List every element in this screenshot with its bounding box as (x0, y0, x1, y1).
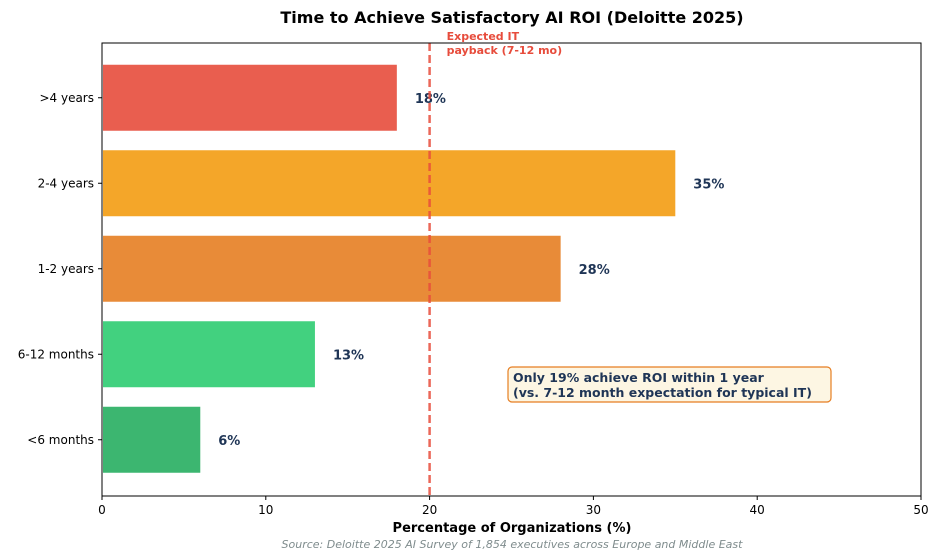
y-tick-label-2: 1-2 years (38, 262, 94, 276)
bar-1 (103, 150, 676, 217)
bar-3 (103, 321, 315, 388)
bar-4 (103, 406, 201, 473)
reference-label-line-2: payback (7-12 mo) (447, 44, 563, 57)
reference-label-line-1: Expected IT (447, 30, 520, 43)
x-tick-label-3: 30 (586, 503, 601, 517)
x-axis-ticks: 0 10 20 30 40 50 (98, 496, 929, 517)
chart-title: Time to Achieve Satisfactory AI ROI (Del… (280, 8, 743, 27)
data-label-0: 18% (415, 92, 446, 107)
bar-2 (103, 235, 561, 302)
data-label-3: 13% (333, 348, 364, 363)
x-tick-label-0: 0 (98, 503, 106, 517)
y-tick-label-0: >4 years (39, 91, 94, 105)
y-axis-ticks: >4 years 2-4 years 1-2 years 6-12 months <6 … (18, 91, 102, 447)
source-note: Source: Deloitte 2025 AI Survey of 1,854… (282, 538, 744, 551)
annotation-line-2: (vs. 7-12 month expectation for typical … (513, 385, 812, 400)
data-label-2: 28% (579, 263, 610, 278)
data-label-1: 35% (693, 177, 724, 192)
y-tick-label-1: 2-4 years (38, 176, 94, 190)
x-axis-label: Percentage of Organizations (%) (393, 521, 632, 536)
x-tick-label-4: 40 (750, 503, 765, 517)
x-tick-label-1: 10 (258, 503, 273, 517)
plot-frame (101, 42, 922, 497)
x-tick-label-2: 20 (422, 503, 437, 517)
y-tick-label-3: 6-12 months (18, 347, 94, 361)
data-label-4: 6% (218, 434, 240, 449)
annotation-frame (507, 366, 832, 403)
x-tick-label-5: 50 (913, 503, 928, 517)
bar-0 (103, 64, 397, 131)
annotation-box: Only 19% achieve ROI within 1 year (vs. … (507, 366, 832, 403)
annotation-line-1: Only 19% achieve ROI within 1 year (513, 370, 765, 385)
y-tick-label-4: <6 months (27, 433, 94, 447)
bars-group: 18% 35% 28% 13% 6% (103, 64, 724, 473)
